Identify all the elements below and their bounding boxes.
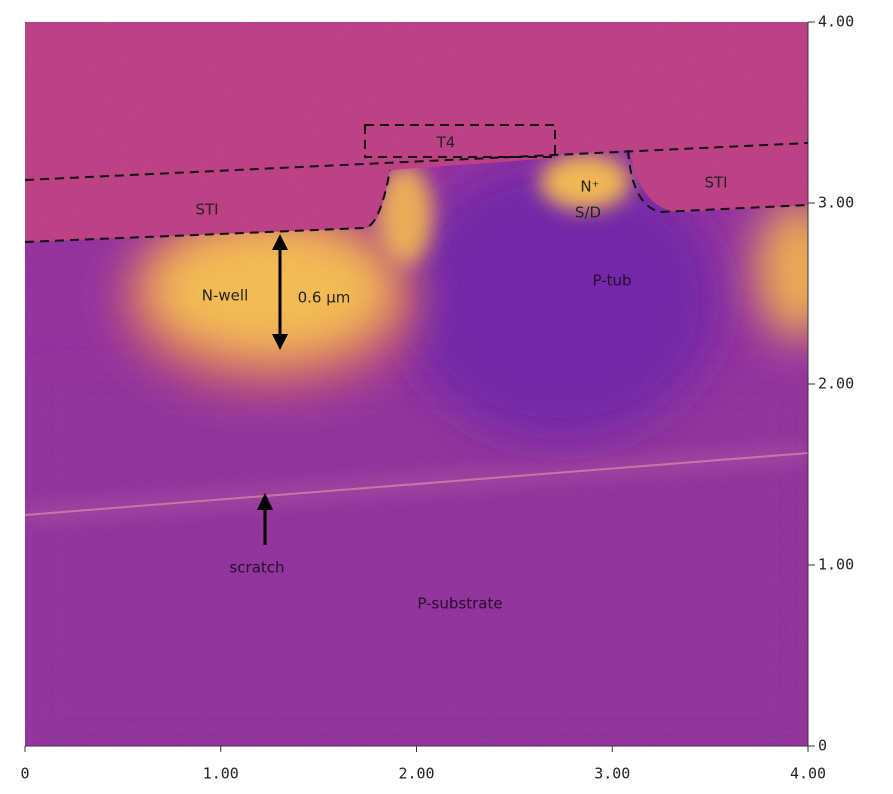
gate-box <box>364 124 556 158</box>
annotation: N⁺ <box>580 178 599 196</box>
annotation: STI <box>195 201 218 219</box>
annotation: T4 <box>436 134 456 152</box>
y-tick-label: 3.00 <box>818 194 854 212</box>
annotation: S/D <box>575 204 601 222</box>
x-tick-label: 3.00 <box>594 765 630 783</box>
x-tick-label: 0 <box>20 765 29 783</box>
annotation: STI <box>704 174 727 192</box>
scan-image <box>25 22 808 746</box>
annotation: P-tub <box>592 272 631 290</box>
y-tick-label: 0 <box>818 737 827 755</box>
y-tick-label: 4.00 <box>818 13 854 31</box>
sti-boundary <box>25 169 391 243</box>
annotation: N-well <box>202 287 248 305</box>
annotation: P-substrate <box>417 595 502 613</box>
y-tick-label: 1.00 <box>818 556 854 574</box>
x-tick-label: 1.00 <box>203 765 239 783</box>
sti-boundary <box>627 149 808 214</box>
x-tick-label: 4.00 <box>790 765 826 783</box>
annotation: 0.6 µm <box>298 289 351 307</box>
x-tick-label: 2.00 <box>398 765 434 783</box>
y-tick-label: 2.00 <box>818 375 854 393</box>
surface-line <box>25 142 808 181</box>
annotation: scratch <box>229 559 284 577</box>
arrows <box>257 234 288 545</box>
